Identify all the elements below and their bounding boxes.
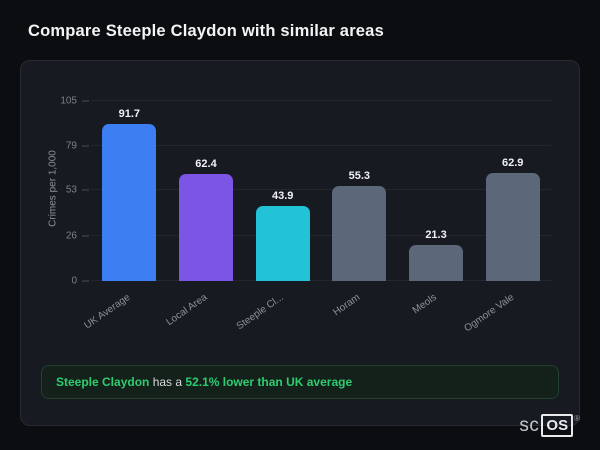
x-tick-label: Meols — [411, 291, 440, 317]
bar-value-label: 62.9 — [501, 157, 524, 170]
y-tick-mark — [82, 100, 89, 102]
gridline — [91, 280, 551, 281]
x-axis-labels: UK Average Local Area Steeple Cl... Horam Me… — [83, 281, 551, 343]
bar[interactable] — [179, 174, 233, 281]
bar-value-label: 21.3 — [425, 228, 447, 241]
bar-group: 55.3 — [321, 101, 398, 281]
page-title: Compare Steeple Claydon with similar are… — [28, 22, 384, 40]
y-tick-label: 26 — [65, 230, 77, 242]
logo-text-sc: sc — [519, 414, 540, 436]
gridline — [91, 189, 551, 191]
gridlines — [91, 100, 551, 281]
bar-group: 62.9 — [474, 101, 551, 281]
bar-group: 91.7 — [91, 101, 168, 281]
scos-logo: sc OS ® — [519, 414, 580, 437]
y-tick-label: 79 — [65, 140, 77, 152]
bar[interactable] — [409, 244, 464, 281]
y-tick-label: 105 — [60, 95, 77, 107]
y-tick-mark — [82, 189, 89, 191]
summary-area-name: Steeple Claydon — [56, 375, 150, 389]
bar-value-label: 43.9 — [271, 189, 294, 202]
x-tick: Horam — [321, 281, 398, 343]
x-tick-label: Local Area — [164, 291, 210, 329]
y-tick-label: 0 — [71, 275, 77, 287]
gridline — [91, 235, 551, 237]
bar-value-label: 55.3 — [348, 170, 371, 183]
bar[interactable] — [255, 205, 310, 281]
bar-value-label: 62.4 — [195, 158, 217, 171]
bar-group: 43.9 — [244, 101, 321, 281]
x-tick: Meols — [398, 281, 475, 343]
bar[interactable] — [485, 173, 540, 281]
summary-connector: has a — [149, 375, 186, 389]
bars: 91.7 62.4 43.9 55.3 21.3 62.9 — [91, 101, 551, 281]
bar[interactable] — [102, 123, 157, 281]
x-tick: UK Average — [83, 281, 168, 343]
bar-group: 62.4 — [168, 101, 245, 281]
y-tick-mark — [82, 235, 89, 237]
logo-text-os: OS — [541, 414, 574, 437]
gridline — [91, 100, 551, 101]
x-tick-label: Horam — [331, 291, 363, 319]
chart-card: Crimes per 1,000 0 26 53 79 105 91.7 62.4 43.9… — [20, 60, 580, 426]
bar-group: 21.3 — [398, 101, 475, 281]
summary-note: Steeple Claydon has a 52.1% lower than U… — [41, 365, 559, 399]
y-tick-label: 53 — [65, 184, 77, 196]
bar-value-label: 91.7 — [118, 107, 141, 120]
x-tick: Ogmore Vale — [462, 281, 551, 343]
summary-stat: 52.1% lower than UK average — [185, 375, 353, 389]
plot-area: 91.7 62.4 43.9 55.3 21.3 62.9 — [91, 100, 551, 281]
x-tick: Steeple Cl... — [235, 281, 321, 343]
y-axis: 0 26 53 79 105 — [41, 96, 91, 287]
x-tick-label: UK Average — [82, 291, 133, 332]
gridline — [91, 144, 551, 146]
y-tick-mark — [82, 145, 89, 147]
y-tick-mark — [82, 280, 89, 282]
bar-chart: Crimes per 1,000 0 26 53 79 105 91.7 62.4 43.9… — [41, 96, 559, 343]
x-tick: Local Area — [164, 281, 245, 343]
bar[interactable] — [332, 186, 387, 281]
logo-registered-mark: ® — [574, 414, 580, 423]
